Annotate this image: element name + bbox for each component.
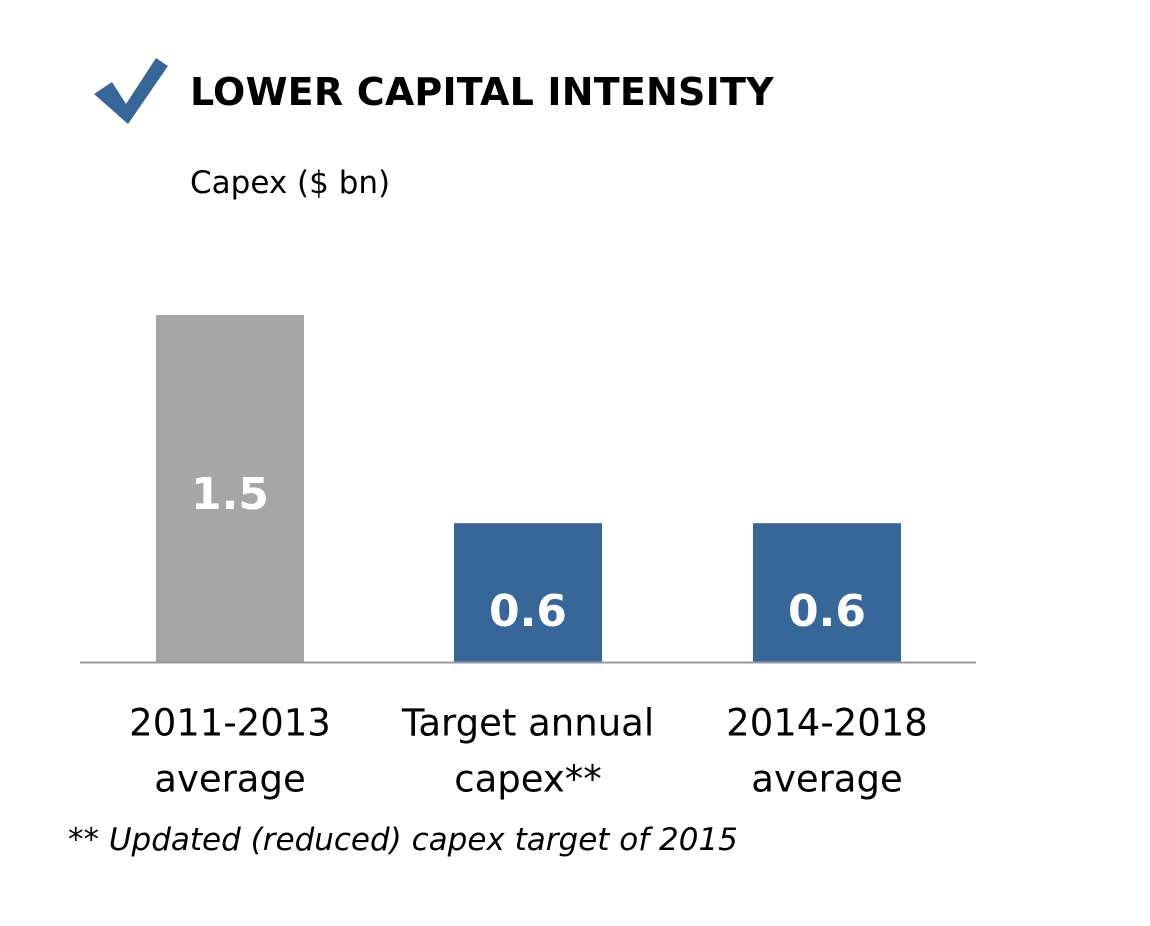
chart-title: LOWER CAPITAL INTENSITY (190, 70, 774, 114)
check-icon (94, 58, 168, 124)
bar-2 (454, 523, 602, 662)
bar-3 (753, 523, 901, 662)
x-tick-label-3-line-2: average (751, 758, 902, 801)
x-tick-label-2-line-2: capex** (454, 758, 602, 801)
bar-1 (156, 315, 304, 662)
bar-value-label-3: 0.6 (788, 586, 866, 637)
bar-value-label-1: 1.5 (191, 469, 269, 520)
bar-value-label-2: 0.6 (489, 586, 567, 637)
x-tick-label-2-line-1: Target annual (401, 702, 654, 745)
y-axis-label: Capex ($ bn) (190, 165, 391, 201)
footnote: ** Updated (reduced) capex target of 201… (68, 822, 738, 858)
x-tick-label-3-line-1: 2014-2018 (726, 702, 928, 745)
x-tick-label-1-line-2: average (154, 758, 305, 801)
x-tick-label-1-line-1: 2011-2013 (129, 702, 331, 745)
